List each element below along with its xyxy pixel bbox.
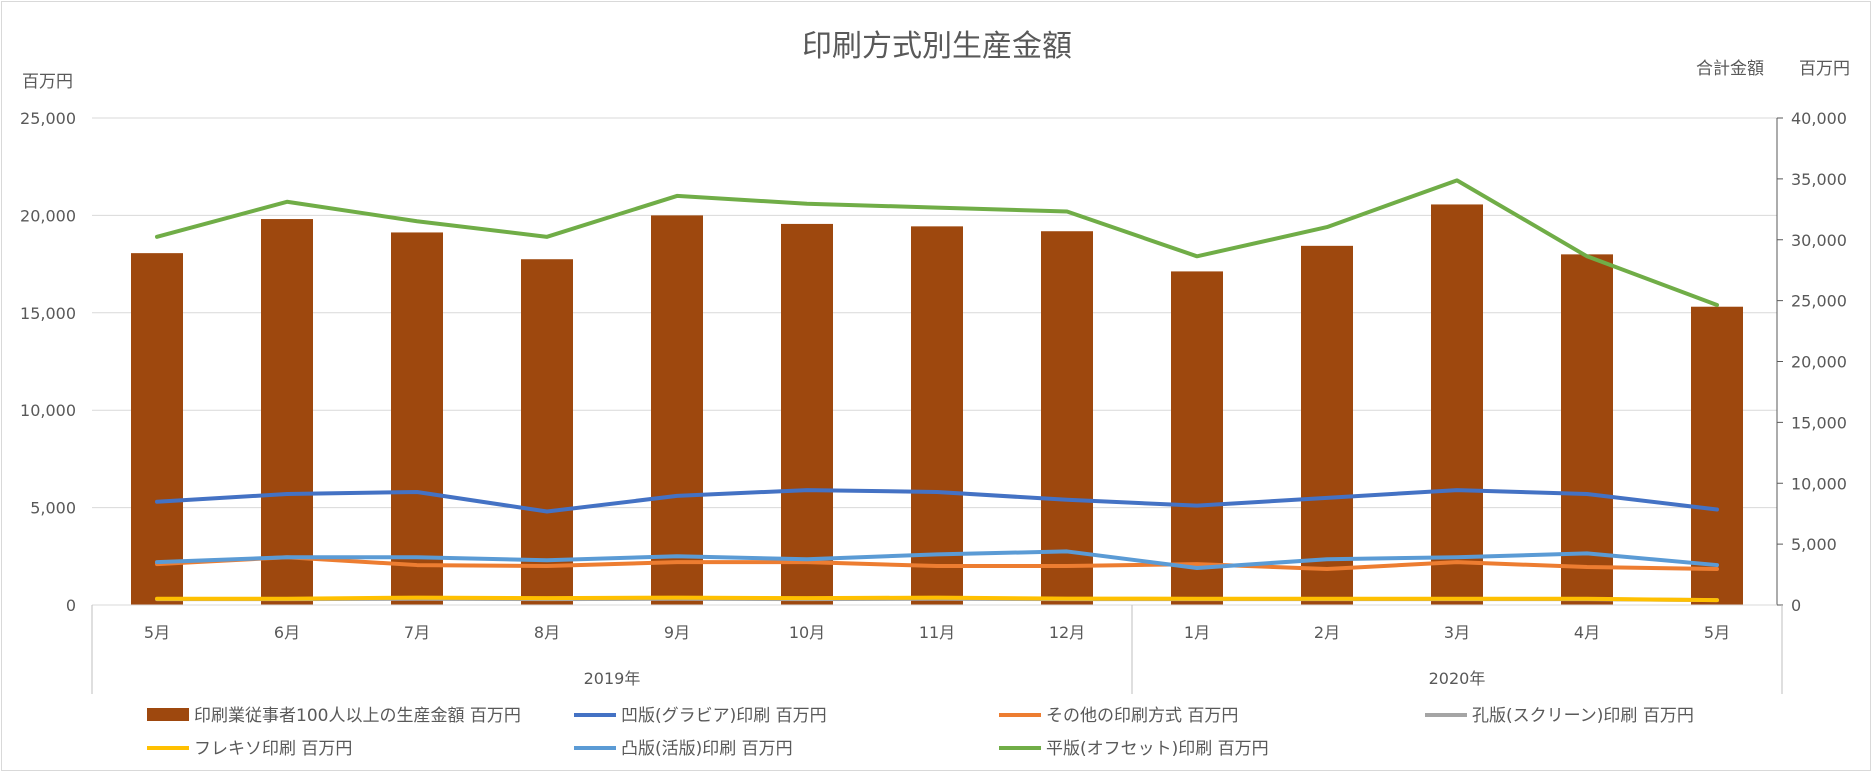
bar-series — [131, 204, 1743, 606]
series-line — [155, 595, 1719, 603]
x-tick-label: 9月 — [664, 623, 690, 642]
y2-tick-label: 25,000 — [1791, 292, 1847, 311]
bar — [521, 259, 573, 605]
series-line — [155, 555, 1719, 571]
series-line — [155, 488, 1719, 514]
x-tick-label: 8月 — [534, 623, 560, 642]
bar — [1691, 306, 1743, 605]
y-tick-label: 25,000 — [20, 109, 76, 128]
legend-label: 印刷業従事者100人以上の生産金額 百万円 — [194, 706, 521, 726]
y-tick-label: 10,000 — [20, 401, 76, 420]
legend-label: その他の印刷方式 百万円 — [1046, 706, 1238, 726]
y2-tick-label: 10,000 — [1791, 474, 1847, 493]
bar — [1561, 254, 1613, 606]
x-tick-label: 2月 — [1314, 623, 1340, 642]
x-tick-label: 1月 — [1184, 623, 1210, 642]
legend-label: 孔版(スクリーン)印刷 百万円 — [1472, 706, 1694, 726]
x-tick-label: 12月 — [1049, 623, 1085, 642]
legend-label: 凸版(活版)印刷 百万円 — [621, 739, 793, 759]
y-tick-label: 0 — [66, 596, 76, 615]
y2-tick-label: 15,000 — [1791, 413, 1847, 432]
x-tick-label: 4月 — [1574, 623, 1600, 642]
y-tick-label: 15,000 — [20, 304, 76, 323]
x-tick-label: 7月 — [404, 623, 430, 642]
bar — [781, 223, 833, 606]
bar — [261, 219, 313, 606]
y2-tick-label: 30,000 — [1791, 231, 1847, 250]
y2-tick-label: 40,000 — [1791, 109, 1847, 128]
x-group-label: 2020年 — [1429, 669, 1486, 688]
y2-tick-label: 0 — [1791, 596, 1801, 615]
bar — [1431, 204, 1483, 605]
line-series — [155, 178, 1719, 603]
legend: 印刷業従事者100人以上の生産金額 百万円 凹版(グラビア)印刷 百万円 その他の印… — [147, 706, 1694, 759]
y2-tick-label: 5,000 — [1791, 535, 1837, 554]
bar — [911, 226, 963, 606]
bar — [651, 215, 703, 605]
bar — [1041, 231, 1093, 606]
y2-tick-label: 35,000 — [1791, 170, 1847, 189]
series-line — [155, 178, 1719, 308]
bar — [131, 253, 183, 605]
y-tick-label: 5,000 — [30, 499, 76, 518]
bar — [1301, 245, 1353, 605]
x-group-label: 2019年 — [584, 669, 641, 688]
bar — [391, 232, 443, 605]
x-tick-label: 5月 — [144, 623, 170, 642]
y2-axis-prefix-label: 合計金額 — [1696, 59, 1764, 79]
x-tick-label: 11月 — [919, 623, 955, 642]
chart-title: 印刷方式別生産金額 — [802, 29, 1072, 64]
legend-label: フレキソ印刷 百万円 — [194, 739, 352, 759]
legend-swatch — [147, 708, 189, 721]
x-tick-label: 6月 — [274, 623, 300, 642]
x-tick-label: 3月 — [1444, 623, 1470, 642]
legend-label: 凹版(グラビア)印刷 百万円 — [621, 706, 827, 726]
axes: 0 5,000 10,000 15,000 20,000 25,000 0 5,000 10,0… — [20, 109, 1847, 694]
series-line — [155, 549, 1719, 570]
y-axis-unit-label: 百万円 — [22, 72, 73, 92]
x-tick-label: 10月 — [789, 623, 825, 642]
bar — [1171, 271, 1223, 605]
y2-tick-label: 20,000 — [1791, 353, 1847, 372]
legend-label: 平版(オフセット)印刷 百万円 — [1046, 739, 1269, 759]
y2-axis-unit-label: 百万円 — [1799, 59, 1850, 79]
y-tick-label: 20,000 — [20, 206, 76, 225]
x-tick-label: 5月 — [1704, 623, 1730, 642]
